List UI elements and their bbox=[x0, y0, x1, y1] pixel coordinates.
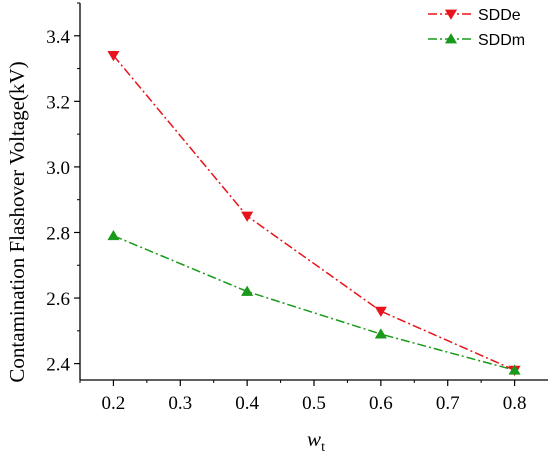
data-point-sdde bbox=[107, 51, 120, 62]
y-tick-label: 2.4 bbox=[46, 355, 70, 376]
data-point-sdde bbox=[374, 306, 387, 317]
series-line-sdde bbox=[112, 54, 515, 371]
data-point-sddm bbox=[508, 364, 521, 375]
x-tick-label: 0.7 bbox=[436, 393, 460, 414]
y-tick-label: 2.6 bbox=[46, 289, 70, 310]
data-point-sddm bbox=[107, 229, 120, 241]
data-point-sddm bbox=[374, 328, 387, 339]
y-tick-label: 2.8 bbox=[46, 223, 70, 244]
x-axis-title: wt bbox=[307, 427, 325, 455]
legend-marker-sddm bbox=[444, 33, 458, 44]
x-axis-title-main: w bbox=[307, 427, 321, 451]
data-point-sddm bbox=[241, 285, 254, 296]
x-tick-label: 0.3 bbox=[168, 393, 192, 414]
legend-label-sddm: SDDm bbox=[478, 32, 525, 49]
x-axis-title-subscript: t bbox=[321, 440, 325, 455]
x-tick-label: 0.6 bbox=[369, 393, 393, 414]
ticks: 0.2 0.3 0.4 0.5 0.6 0.7 0.8 2.4 2.6 2.8 3.0 3.2 3.4 bbox=[46, 2, 527, 414]
legend-marker-sdde bbox=[444, 9, 458, 20]
legend: SDDe SDDm bbox=[428, 7, 525, 49]
series bbox=[107, 51, 521, 376]
x-tick-label: 0.5 bbox=[302, 393, 326, 414]
x-tick-label: 0.2 bbox=[102, 393, 126, 414]
x-tick-label: 0.8 bbox=[503, 393, 527, 414]
legend-label-sdde: SDDe bbox=[478, 7, 521, 24]
data-point-sdde bbox=[241, 211, 254, 222]
y-axis-title: Contamination Flashover Voltage(kV) bbox=[5, 61, 29, 382]
x-tick-label: 0.4 bbox=[235, 393, 259, 414]
y-tick-label: 3.2 bbox=[46, 92, 70, 113]
series-line-sddm bbox=[113, 235, 515, 371]
y-tick-label: 3.4 bbox=[46, 27, 70, 48]
axes bbox=[79, 3, 548, 381]
y-tick-label: 3.0 bbox=[46, 158, 70, 179]
